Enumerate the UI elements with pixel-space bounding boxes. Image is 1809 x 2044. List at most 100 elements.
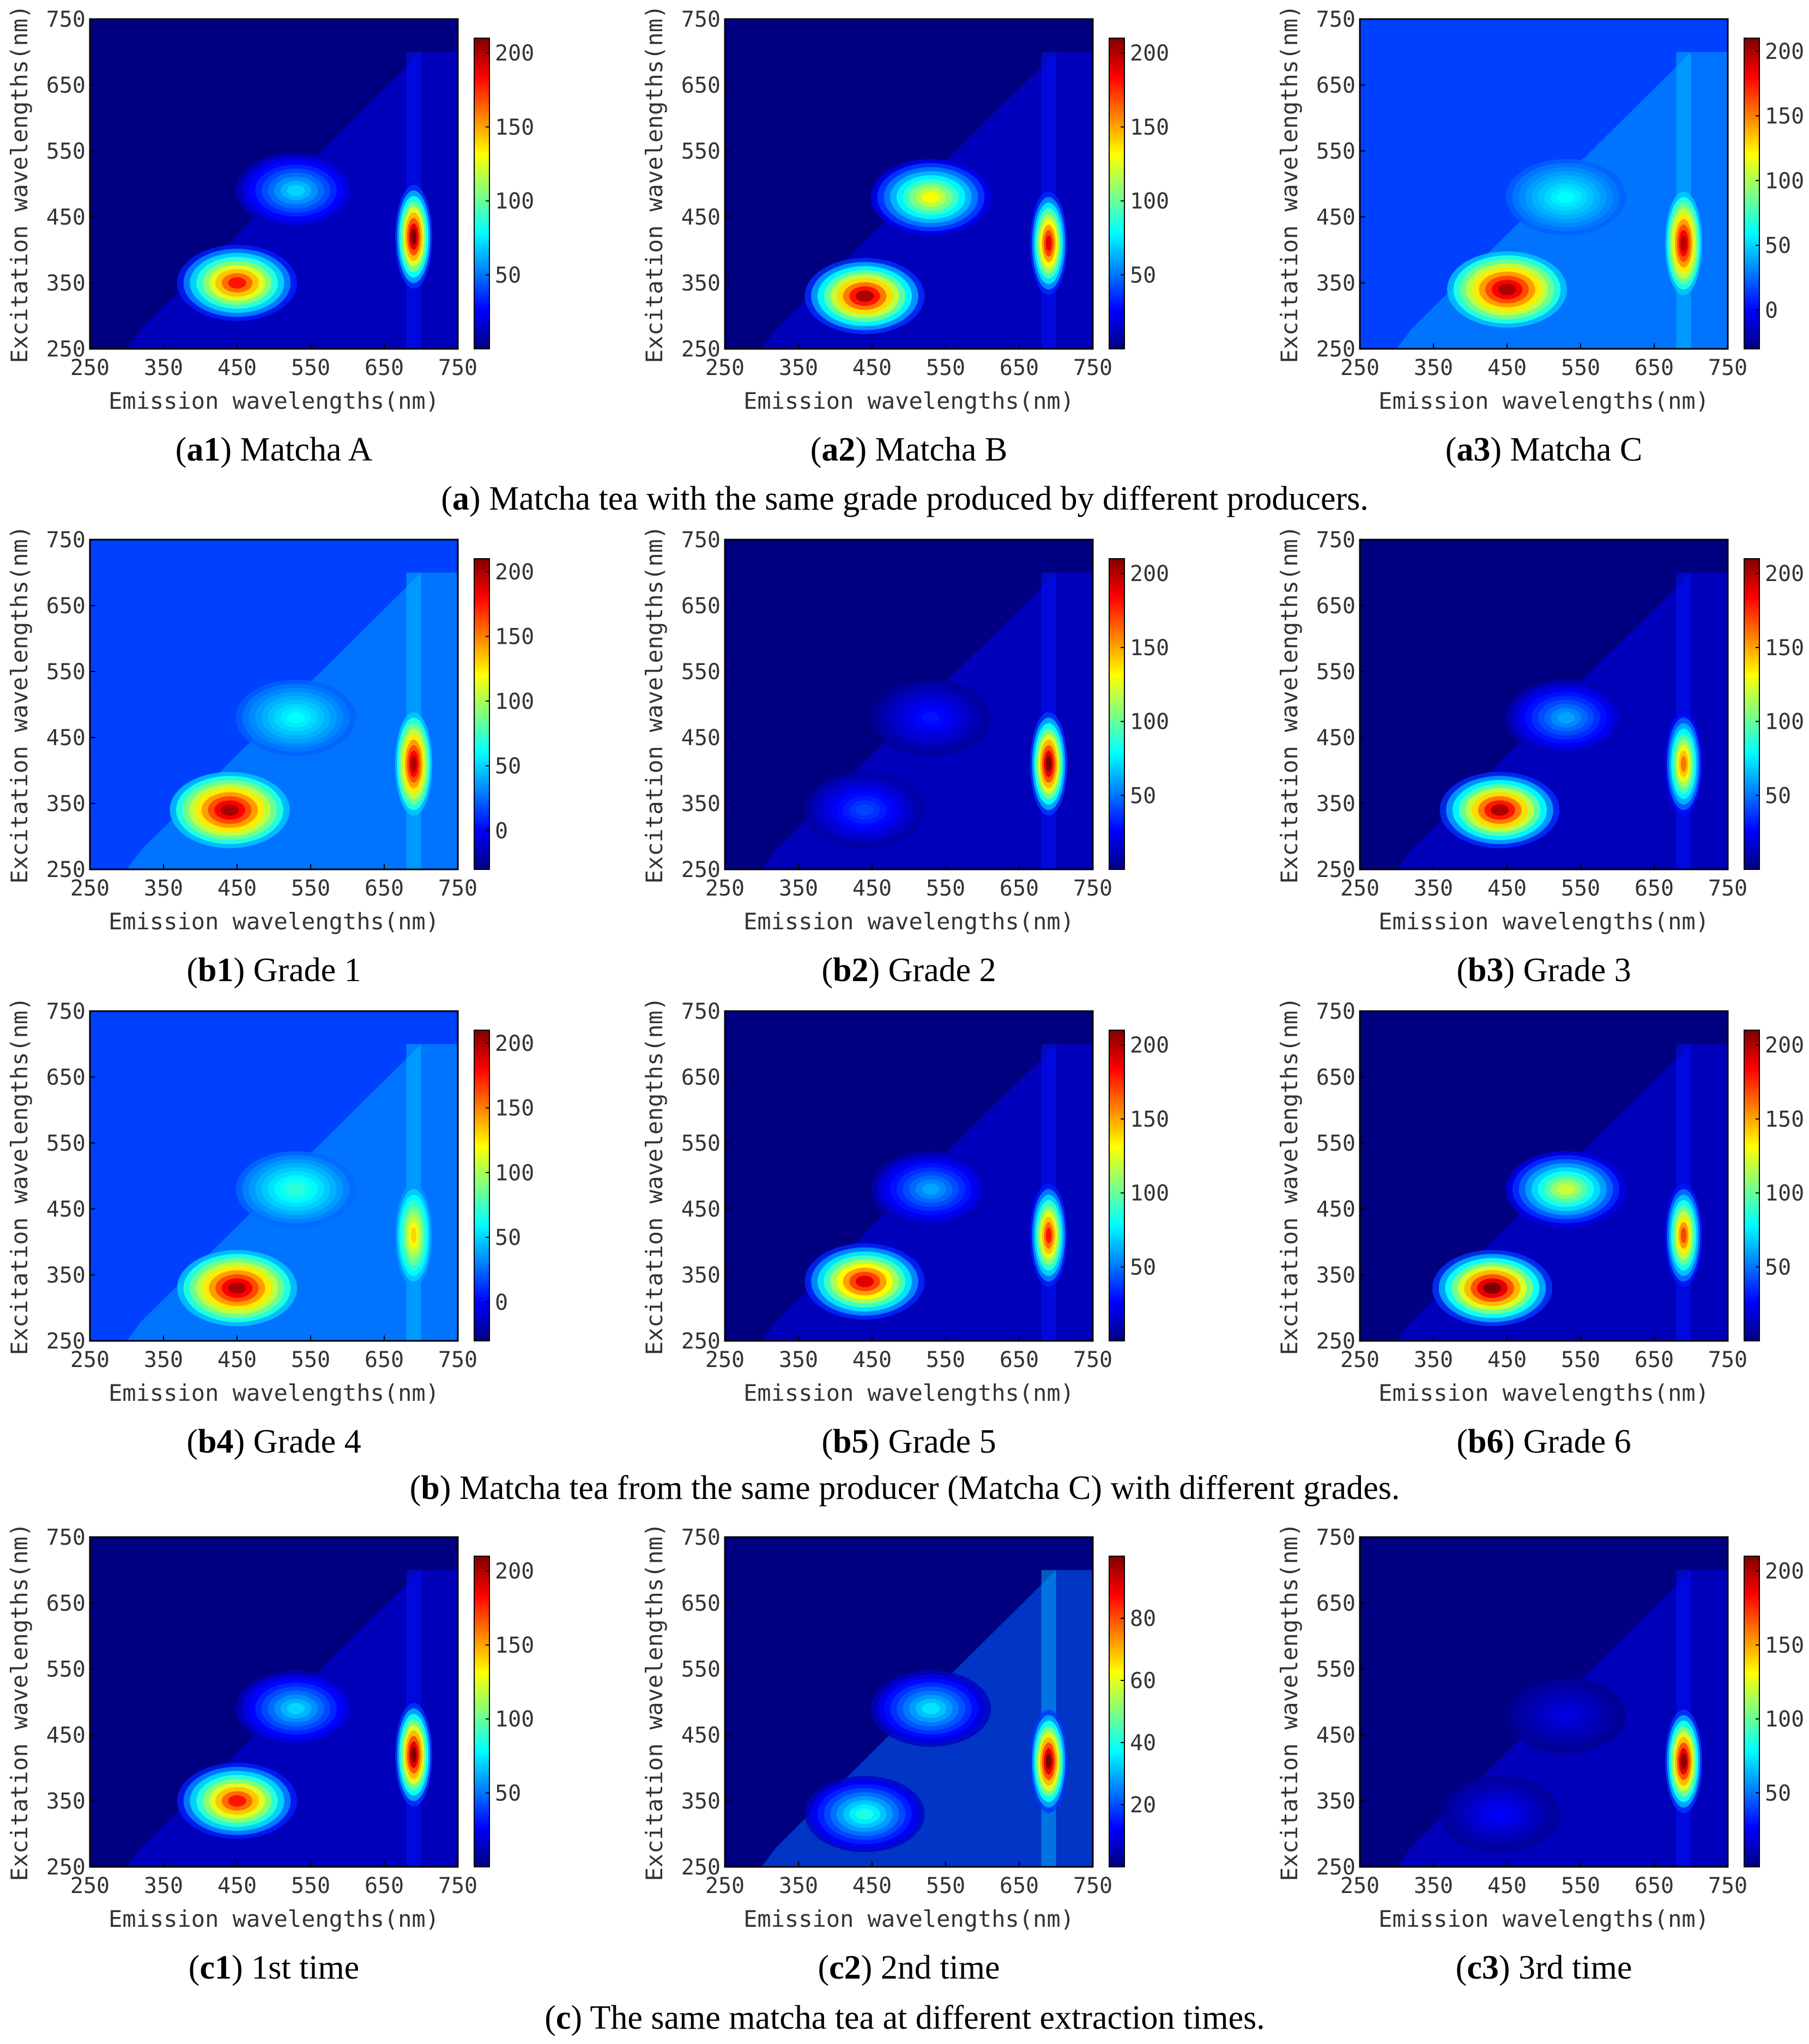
y-tick-label: 750 [46, 999, 86, 1024]
y-tick-label: 250 [1316, 857, 1356, 882]
colorbar-tick-label: 150 [495, 115, 534, 140]
y-tick-label: 550 [681, 1657, 721, 1682]
y-tick-label: 550 [1316, 1131, 1356, 1156]
x-tick-label: 250 [705, 355, 745, 380]
plot-frame [1359, 1536, 1729, 1868]
group-caption-b: (b) Matcha tea from the same producer (M… [410, 1469, 1400, 1507]
plot-frame [89, 1536, 459, 1868]
peak-b2-3 [871, 679, 991, 756]
peak-c2-3 [871, 1670, 991, 1747]
peak-b3-2 [1665, 712, 1702, 816]
peak-a1-1 [177, 245, 297, 321]
colorbar-tick-label: 100 [1765, 168, 1804, 193]
x-tick-label: 550 [291, 355, 330, 380]
y-tick-label: 450 [681, 1723, 721, 1748]
panel-c1: 250 350 450 550 650 750 250 350 450 550 650 750 Emis… [6, 1523, 534, 1986]
group-caption-c: (c) The same matcha tea at different ext… [544, 1999, 1265, 2036]
x-tick-label: 450 [1487, 1347, 1527, 1372]
plot-frame [1359, 539, 1729, 870]
x-tick-label: 250 [1340, 1873, 1380, 1898]
y-tick-label: 650 [681, 73, 721, 98]
heatmap-b4 [90, 1011, 458, 1341]
colorbar-tick-label: 50 [1130, 263, 1156, 288]
colorbar-tick-label: 150 [495, 1096, 534, 1121]
panel-a2: 250 350 450 550 650 750 250 350 450 550 650 750 Emis… [641, 5, 1169, 468]
colorbar-tick-label: 150 [1130, 1107, 1169, 1132]
colorbar [474, 1556, 490, 1867]
colorbar-tick-label: 100 [1765, 1181, 1804, 1206]
y-tick-label: 250 [1316, 337, 1356, 362]
peak-b1-2 [395, 712, 432, 816]
colorbar [1109, 1556, 1125, 1867]
y-tick-label: 650 [46, 73, 86, 98]
y-tick-label: 750 [1316, 7, 1356, 32]
x-tick-label: 650 [1000, 355, 1039, 380]
x-tick-label: 350 [144, 1873, 183, 1898]
x-tick-label: 350 [779, 876, 818, 901]
colorbar-tick-label: 200 [495, 1031, 534, 1056]
x-axis-label: Emission wavelengths(nm) [1378, 1906, 1709, 1932]
y-tick-label: 250 [681, 1329, 721, 1354]
y-tick-label: 650 [46, 1591, 86, 1616]
colorbar-tick-label: 100 [1765, 710, 1804, 735]
heatmap-a1 [90, 19, 458, 349]
colorbar-tick-label: 150 [1765, 104, 1804, 129]
x-axis-label: Emission wavelengths(nm) [743, 1380, 1074, 1406]
colorbar [1109, 38, 1125, 349]
y-tick-label: 250 [681, 337, 721, 362]
x-tick-label: 650 [365, 1873, 404, 1898]
x-tick-label: 450 [217, 355, 257, 380]
y-axis-label: Excitation wavelengths(nm) [6, 525, 33, 884]
y-tick-label: 250 [1316, 1855, 1356, 1880]
x-tick-label: 550 [926, 1873, 965, 1898]
colorbar-tick-label: 200 [1765, 1033, 1804, 1058]
plot-frame [724, 539, 1094, 870]
y-tick-label: 550 [46, 1657, 86, 1682]
colorbar-tick-label: 200 [1130, 41, 1169, 66]
y-tick-label: 450 [1316, 205, 1356, 230]
x-tick-label: 550 [926, 876, 965, 901]
x-tick-label: 550 [291, 1347, 330, 1372]
heatmap-b6 [1360, 1011, 1728, 1341]
panel-caption-b6: (b6) Grade 6 [1456, 1423, 1631, 1460]
colorbar-tick-label: 200 [1130, 1033, 1169, 1058]
panel-caption-c2: (c2) 2nd time [818, 1949, 1000, 1986]
panel-caption-b1: (b1) Grade 1 [186, 952, 361, 989]
colorbar-tick-label: 200 [495, 1559, 534, 1584]
x-tick-label: 650 [365, 355, 404, 380]
peak-b3-3 [1506, 679, 1626, 756]
colorbar-tick-label: 200 [1765, 1559, 1804, 1584]
peak-b5-1 [804, 1243, 925, 1320]
colorbar-tick-label: 0 [495, 1290, 508, 1315]
y-tick-label: 450 [1316, 725, 1356, 751]
y-axis-label: Excitation wavelengths(nm) [6, 1523, 33, 1881]
x-tick-label: 450 [852, 1347, 892, 1372]
peak-b1-3 [236, 679, 356, 756]
peak-a3-3 [1506, 159, 1626, 235]
plot-frame [1359, 1010, 1729, 1342]
y-tick-label: 250 [1316, 1329, 1356, 1354]
panel-caption-b2: (b2) Grade 2 [821, 952, 996, 989]
x-tick-label: 650 [365, 1347, 404, 1372]
panel-caption-c1: (c1) 1st time [189, 1949, 359, 1986]
y-tick-label: 250 [46, 337, 86, 362]
y-tick-label: 650 [681, 1591, 721, 1616]
y-tick-label: 750 [46, 7, 86, 32]
colorbar-tick-label: 150 [1130, 636, 1169, 661]
y-tick-label: 650 [1316, 1591, 1356, 1616]
y-tick-label: 350 [681, 791, 721, 817]
colorbar-tick-label: 60 [1130, 1668, 1156, 1694]
panel-b4: 250 350 450 550 650 750 250 350 450 550 650 750 Emis… [6, 997, 534, 1460]
x-tick-label: 650 [1635, 876, 1674, 901]
y-tick-label: 350 [681, 1263, 721, 1288]
plot-frame [724, 1536, 1094, 1868]
colorbar-tick-label: 50 [1130, 783, 1156, 808]
panel-caption-b3: (b3) Grade 3 [1456, 952, 1631, 989]
x-tick-label: 450 [1487, 1873, 1527, 1898]
heatmap-a3 [1360, 19, 1728, 349]
x-tick-label: 650 [1635, 1347, 1674, 1372]
peak-c1-3 [236, 1670, 356, 1747]
x-axis-label: Emission wavelengths(nm) [108, 908, 439, 935]
y-axis-label: Excitation wavelengths(nm) [641, 5, 668, 363]
colorbar [1744, 558, 1760, 870]
